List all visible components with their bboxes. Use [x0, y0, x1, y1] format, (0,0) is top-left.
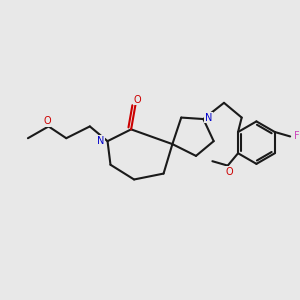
Text: N: N	[205, 112, 212, 123]
Text: O: O	[133, 95, 141, 105]
Text: N: N	[98, 136, 105, 146]
Text: F: F	[294, 131, 299, 141]
Text: O: O	[225, 167, 233, 176]
Text: O: O	[43, 116, 51, 126]
